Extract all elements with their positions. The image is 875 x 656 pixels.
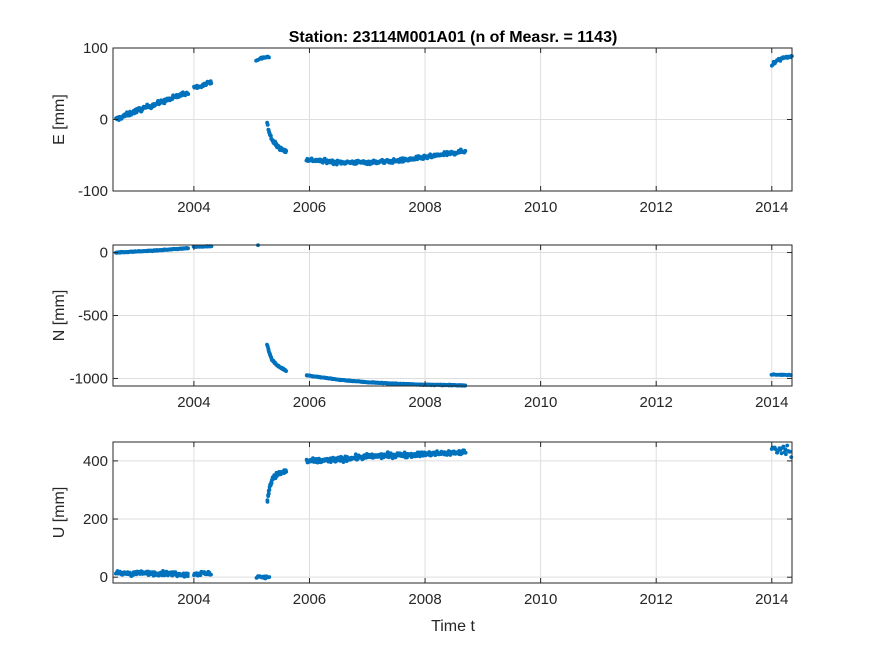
data-point <box>186 92 191 96</box>
y-axis-label: U [mm] <box>51 487 68 539</box>
data-point <box>789 455 794 459</box>
x-tick-label: 2014 <box>755 591 788 608</box>
x-tick-label: 2010 <box>524 591 557 608</box>
x-tick-label: 2008 <box>408 199 441 216</box>
x-tick-label: 2014 <box>755 199 788 216</box>
x-tick-label: 2006 <box>293 199 326 216</box>
data-point <box>784 452 788 457</box>
x-tick-label: 2012 <box>640 199 673 216</box>
data-point <box>284 369 288 373</box>
data-point <box>463 450 468 455</box>
data-point <box>267 575 272 579</box>
data-points <box>113 443 794 581</box>
data-point <box>209 572 213 577</box>
y-axis-label: N [mm] <box>51 290 68 342</box>
data-point <box>162 101 167 106</box>
y-tick-label: 0 <box>100 245 108 262</box>
data-points <box>114 54 794 167</box>
data-point <box>463 383 468 388</box>
x-tick-label: 2012 <box>640 591 673 608</box>
data-point <box>284 148 289 153</box>
data-point <box>284 469 289 474</box>
x-tick-label: 2008 <box>408 394 441 411</box>
y-tick-label: 0 <box>100 112 108 129</box>
y-tick-label: -500 <box>78 308 108 325</box>
y-tick-label: 200 <box>83 511 108 528</box>
data-point <box>781 444 786 449</box>
x-tick-label: 2010 <box>524 199 557 216</box>
plot-area <box>112 441 793 584</box>
plot-frame <box>112 441 793 584</box>
x-tick-label: 2010 <box>524 394 557 411</box>
data-point <box>785 443 790 448</box>
data-point <box>267 55 271 60</box>
data-point <box>773 447 778 451</box>
data-point <box>209 81 214 86</box>
y-tick-label: 400 <box>83 453 108 470</box>
data-point <box>788 449 792 454</box>
x-tick-label: 2004 <box>177 591 210 608</box>
chart-title: Station: 23114M001A01 (n of Measr. = 114… <box>289 29 618 46</box>
y-tick-label: 100 <box>83 40 108 57</box>
x-tick-label: 2008 <box>408 591 441 608</box>
y-tick-label: -1000 <box>70 370 108 387</box>
data-point <box>265 123 270 127</box>
x-tick-label: 2004 <box>177 394 210 411</box>
data-point <box>186 246 191 251</box>
x-tick-label: 2004 <box>177 199 210 216</box>
y-tick-label: 0 <box>100 569 108 586</box>
data-point <box>269 133 273 138</box>
panel-3: 2004 2006 2008 2010 2012 2014 0 200 400 U [mm] <box>51 441 794 608</box>
data-point <box>266 491 271 496</box>
data-point <box>463 148 468 153</box>
x-tick-label: 2006 <box>293 394 326 411</box>
x-tick-label: 2006 <box>293 591 326 608</box>
x-tick-label: 2012 <box>640 394 673 411</box>
data-point <box>269 481 274 485</box>
data-point <box>265 498 270 503</box>
data-point <box>341 460 346 464</box>
y-tick-label: -100 <box>78 183 108 200</box>
y-axis-label: E [mm] <box>51 94 68 145</box>
data-point <box>186 571 190 576</box>
data-point <box>267 488 272 492</box>
x-axis-label: Time t <box>431 618 475 635</box>
x-tick-label: 2014 <box>755 394 788 411</box>
panel-2: 2004 2006 2008 2010 2012 2014 -1000 -500 0 N [mm] <box>51 243 793 411</box>
panel-1: 2004 2006 2008 2010 2012 2014 -100 0 100 E [mm] <box>51 40 794 216</box>
